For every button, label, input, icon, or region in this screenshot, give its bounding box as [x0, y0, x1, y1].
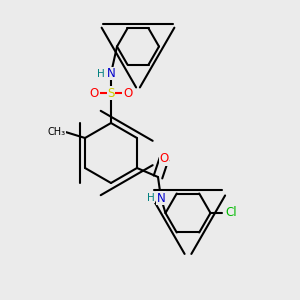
Text: N: N: [106, 67, 116, 80]
Text: H: H: [147, 193, 154, 203]
Text: S: S: [107, 86, 115, 100]
Text: O: O: [159, 152, 169, 166]
Text: H: H: [97, 68, 104, 79]
Text: O: O: [90, 86, 99, 100]
Text: N: N: [157, 191, 165, 205]
Text: O: O: [123, 86, 132, 100]
Text: CH₃: CH₃: [47, 127, 65, 137]
Text: Cl: Cl: [226, 206, 237, 220]
